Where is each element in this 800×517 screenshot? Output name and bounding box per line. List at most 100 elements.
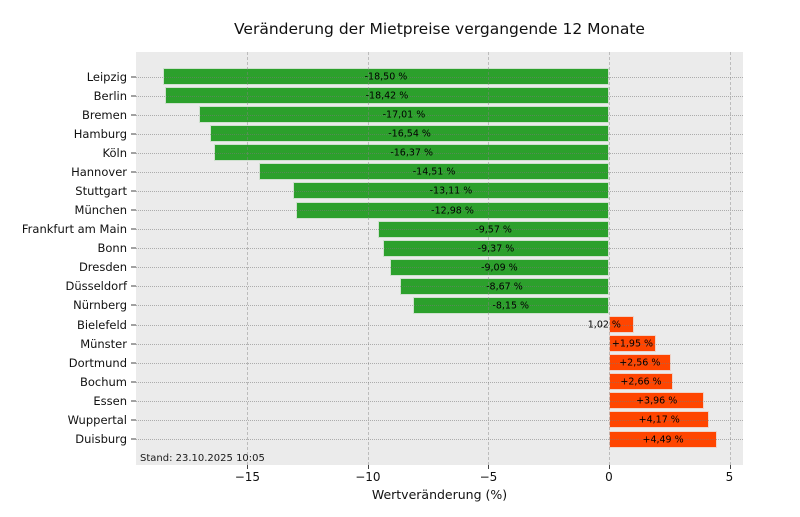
- bar-value-label: -9,57 %: [475, 224, 512, 236]
- y-tick-label: Hamburg: [73, 126, 127, 141]
- y-gridline: [136, 114, 743, 116]
- y-tick-label: Berlin: [93, 88, 127, 103]
- y-tick-mark: [131, 362, 136, 364]
- y-gridline: [136, 324, 743, 326]
- x-tick-mark: [488, 465, 490, 469]
- bar-value-label: +1,95 %: [611, 338, 654, 350]
- bar-value-label: -14,51 %: [412, 166, 456, 178]
- y-tick-label: Duisburg: [75, 432, 127, 447]
- y-tick-mark: [131, 343, 136, 345]
- y-tick-mark: [131, 133, 136, 135]
- y-gridline: [136, 439, 743, 441]
- bar-value-label: -9,37 %: [477, 243, 515, 255]
- y-gridline: [136, 229, 743, 231]
- bar-value-label: 1,02 %: [587, 319, 621, 331]
- bar-value-label: +4,17 %: [638, 414, 680, 426]
- y-tick-label: Nürnberg: [73, 298, 127, 313]
- bar-value-label: -16,54 %: [388, 128, 431, 140]
- y-gridline: [136, 419, 743, 421]
- y-tick-label: Dresden: [78, 260, 127, 275]
- bar-value-label: -16,37 %: [390, 147, 433, 159]
- y-tick-label: Wuppertal: [67, 412, 127, 427]
- y-tick-label: Essen: [93, 393, 127, 408]
- y-tick-mark: [131, 171, 136, 173]
- bar-value-label: -9,09 %: [481, 262, 518, 274]
- y-tick-label: Hannover: [71, 164, 127, 179]
- x-gridline: [367, 52, 369, 465]
- y-tick-mark: [131, 324, 136, 326]
- y-tick-mark: [131, 285, 136, 287]
- y-gridline: [136, 171, 743, 173]
- bar-value-label: -18,42 %: [365, 90, 409, 102]
- bar-value-label: +2,66 %: [620, 376, 662, 388]
- y-tick-label: Münster: [80, 336, 127, 351]
- bar-value-label: -8,67 %: [486, 281, 523, 293]
- y-tick-mark: [131, 76, 136, 77]
- y-tick-mark: [131, 419, 136, 421]
- y-gridline: [136, 133, 743, 135]
- y-gridline: [136, 305, 743, 307]
- x-gridline: [608, 52, 610, 465]
- y-tick-mark: [131, 152, 136, 154]
- bar-value-label: +2,56 %: [619, 357, 661, 369]
- plot-area: Stand: 23.10.2025 10:05 -18,50 % -18,42 %…: [136, 52, 743, 465]
- y-tick-mark: [131, 228, 136, 230]
- y-tick-mark: [131, 400, 136, 402]
- y-tick-mark: [131, 381, 136, 383]
- y-tick-mark: [131, 438, 136, 440]
- x-tick-mark: [367, 465, 369, 469]
- bar-value-label: -8,15 %: [492, 300, 530, 312]
- y-gridline: [136, 267, 743, 269]
- y-gridline: [136, 210, 743, 212]
- x-tick-label: 5: [725, 470, 734, 484]
- x-tick-label: 0: [605, 470, 613, 484]
- y-gridline: [136, 248, 743, 250]
- y-gridline: [136, 190, 743, 192]
- y-tick-label: Stuttgart: [75, 183, 127, 198]
- bar-value-label: -12,98 %: [431, 205, 474, 217]
- x-gridline: [729, 52, 731, 465]
- bar-value-label: +3,96 %: [636, 395, 678, 407]
- x-gridline: [488, 52, 490, 465]
- x-tick-label: −10: [355, 470, 381, 484]
- y-tick-label: Bremen: [81, 107, 127, 122]
- y-tick-mark: [131, 304, 136, 306]
- bar-value-label: -17,01 %: [382, 109, 426, 121]
- y-tick-label: Bonn: [97, 241, 127, 256]
- x-axis-title: Wertveränderung (%): [371, 487, 508, 502]
- y-tick-mark: [131, 190, 136, 192]
- y-tick-label: Köln: [102, 145, 128, 160]
- bar-value-label: +4,49 %: [642, 434, 684, 446]
- y-tick-label: Bielefeld: [76, 317, 127, 332]
- y-tick-mark: [131, 209, 136, 211]
- x-tick-label: −15: [234, 470, 261, 484]
- chart-title: Veränderung der Mietpreise vergangende 1…: [234, 20, 645, 38]
- y-gridline: [136, 76, 743, 78]
- y-gridline: [136, 286, 743, 288]
- y-tick-label: Bochum: [79, 374, 127, 389]
- y-gridline: [136, 152, 743, 154]
- bar-value-label: -18,50 %: [364, 71, 408, 83]
- y-tick-mark: [131, 114, 136, 116]
- y-tick-label: Leipzig: [86, 69, 127, 84]
- y-gridline: [136, 362, 743, 364]
- x-gridline: [247, 52, 249, 465]
- x-tick-mark: [608, 465, 610, 469]
- y-tick-mark: [131, 247, 136, 249]
- y-gridline: [136, 381, 743, 383]
- y-tick-mark: [131, 95, 136, 97]
- x-tick-label: −5: [479, 470, 498, 484]
- y-tick-label: München: [74, 203, 127, 218]
- y-gridline: [136, 95, 743, 97]
- bar-value-label: -13,11 %: [429, 185, 473, 197]
- y-tick-mark: [131, 266, 136, 268]
- y-gridline: [136, 400, 743, 402]
- x-tick-mark: [729, 465, 731, 469]
- y-gridline: [136, 343, 743, 345]
- x-tick-mark: [247, 465, 249, 469]
- y-tick-label: Dortmund: [68, 355, 127, 370]
- y-tick-label: Frankfurt am Main: [21, 222, 127, 237]
- timestamp-annotation: Stand: 23.10.2025 10:05: [140, 453, 265, 464]
- y-tick-label: Düsseldorf: [65, 279, 127, 294]
